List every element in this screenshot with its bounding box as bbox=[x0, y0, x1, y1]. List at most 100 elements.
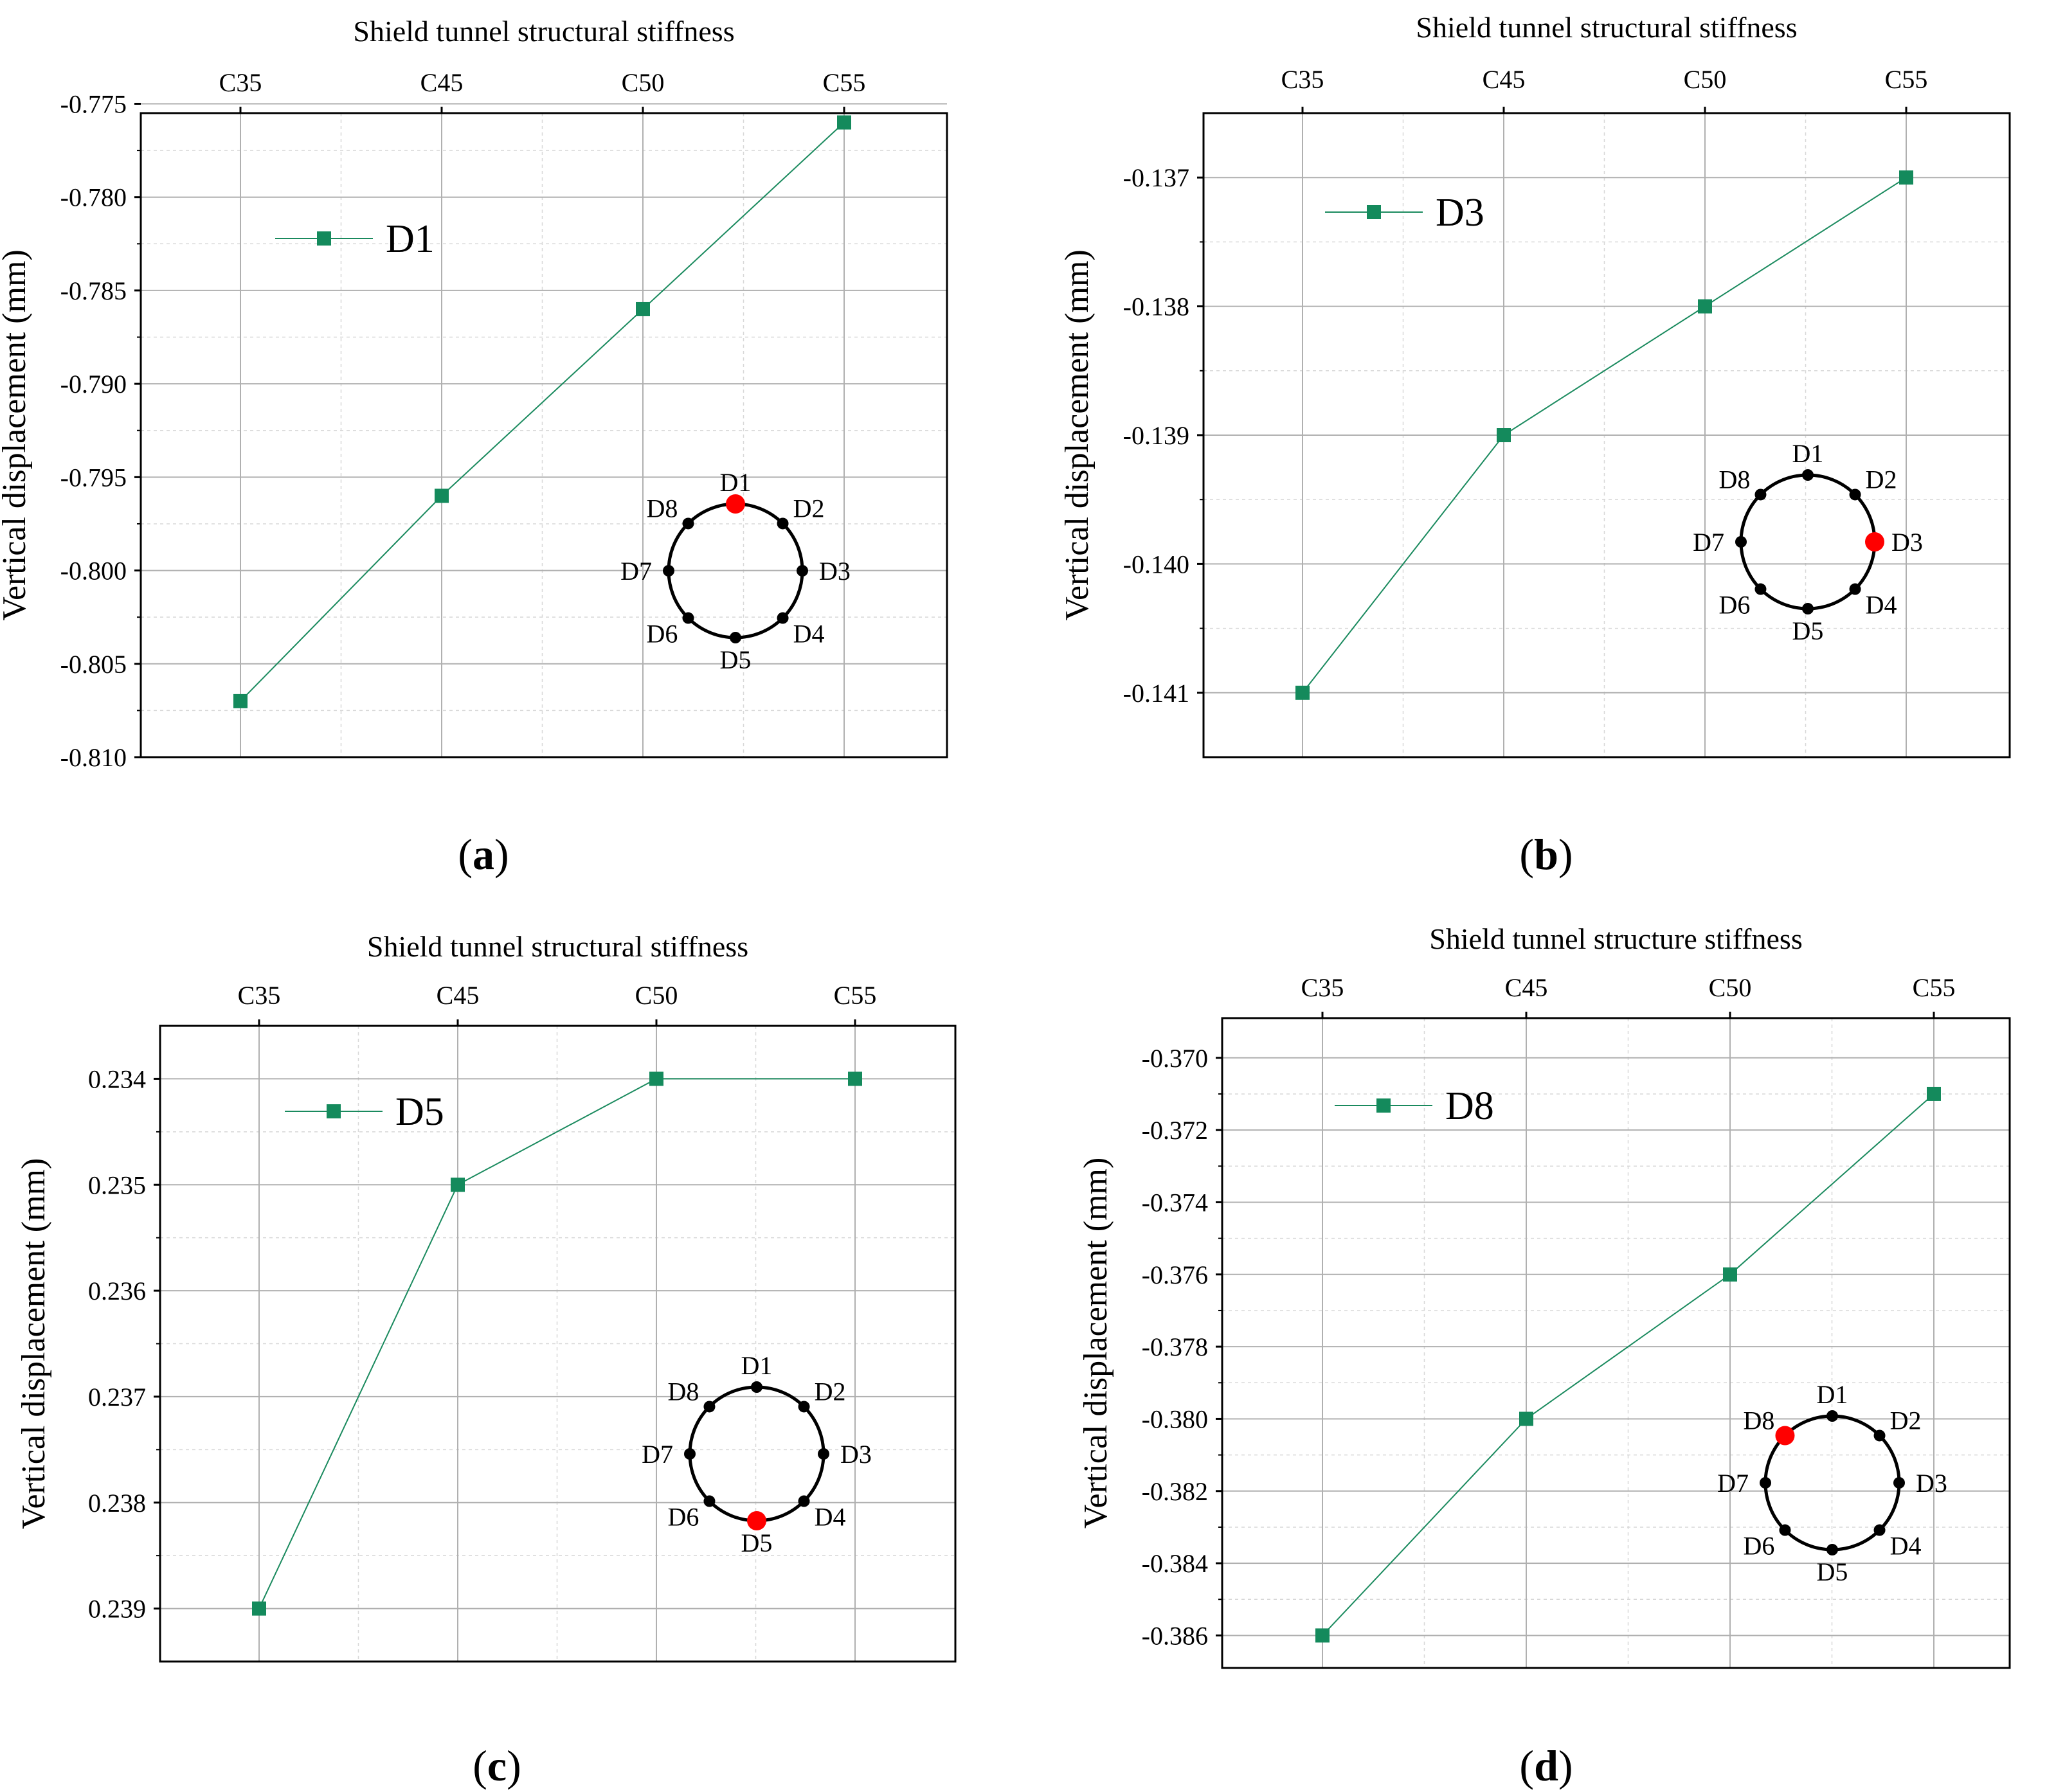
x-tick-label: C35 bbox=[238, 981, 281, 1010]
data-point bbox=[1497, 428, 1511, 442]
x-tick-label: C50 bbox=[635, 981, 678, 1010]
data-point bbox=[1295, 685, 1310, 700]
measuring-point-label: D4 bbox=[793, 620, 825, 649]
y-tick-label: -0.780 bbox=[60, 183, 127, 212]
data-point bbox=[848, 1071, 862, 1086]
x-tick-label: C35 bbox=[1301, 973, 1344, 1002]
x-tick-label: C50 bbox=[1684, 65, 1727, 94]
measuring-point-d3 bbox=[818, 1448, 829, 1460]
legend-marker bbox=[317, 231, 331, 246]
x-tick-label: C35 bbox=[1281, 65, 1324, 94]
y-tick-label: -0.382 bbox=[1142, 1477, 1208, 1506]
measuring-point-label: D2 bbox=[815, 1377, 846, 1406]
measuring-point-d6 bbox=[682, 612, 694, 624]
measuring-point-d8 bbox=[1754, 488, 1767, 501]
measuring-point-d4 bbox=[1873, 1524, 1886, 1536]
data-point bbox=[1698, 299, 1712, 314]
measuring-point-d2 bbox=[798, 1401, 810, 1413]
series-line bbox=[1322, 1093, 1934, 1636]
x-tick-label: C45 bbox=[1505, 973, 1548, 1002]
measuring-point-label: D1 bbox=[720, 468, 752, 497]
panel-label: (a) bbox=[458, 830, 509, 879]
measuring-point-label: D7 bbox=[1717, 1469, 1749, 1498]
y-tick-label: -0.380 bbox=[1142, 1404, 1208, 1433]
measuring-point-label: D5 bbox=[741, 1528, 773, 1557]
tunnel-inset: D1 D2 D3 D4 D5 D6 D7 D8 bbox=[620, 468, 851, 674]
tunnel-inset: D1 D2 D3 D4 D5 D6 D7 D8 bbox=[642, 1351, 872, 1557]
data-point bbox=[451, 1178, 465, 1192]
y-tick-label: 0.238 bbox=[88, 1489, 146, 1518]
chart-panel-a: -0.775 -0.780 -0.785 -0.790 -0.795 -0.800 -0.8… bbox=[0, 15, 948, 879]
x-tick-label: C45 bbox=[437, 981, 480, 1010]
x-tick-label: C45 bbox=[1483, 65, 1526, 94]
legend-marker bbox=[327, 1104, 341, 1118]
measuring-point-d7 bbox=[1760, 1477, 1771, 1489]
measuring-point-d5 bbox=[1826, 1544, 1838, 1555]
legend-label: D5 bbox=[395, 1090, 444, 1134]
data-point bbox=[649, 1071, 663, 1086]
y-tick-label: -0.370 bbox=[1142, 1044, 1208, 1073]
measuring-point-label: D6 bbox=[668, 1503, 699, 1532]
measuring-point-label: D8 bbox=[1719, 465, 1751, 494]
y-tick-label: -0.795 bbox=[60, 463, 127, 492]
measuring-point-label: D6 bbox=[647, 620, 678, 649]
y-tick-label: -0.374 bbox=[1142, 1188, 1208, 1217]
measuring-point-label: D6 bbox=[1719, 591, 1751, 620]
panel-label: (c) bbox=[473, 1741, 521, 1790]
x-tick-label: C55 bbox=[834, 981, 877, 1010]
chart-title: Shield tunnel structural stiffness bbox=[353, 15, 734, 48]
measuring-point-label: D2 bbox=[1890, 1406, 1922, 1435]
legend: D1 bbox=[275, 217, 435, 261]
x-tick-label: C50 bbox=[1709, 973, 1752, 1002]
measuring-point-d4 bbox=[1849, 583, 1861, 595]
legend-marker bbox=[1367, 205, 1381, 219]
tunnel-inset: D1 D2 D3 D4 D5 D6 D7 D8 bbox=[1693, 439, 1923, 645]
measuring-point-d2 bbox=[1873, 1429, 1886, 1442]
panel-label: (b) bbox=[1519, 830, 1573, 879]
measuring-point-label: D3 bbox=[840, 1440, 872, 1469]
tunnel-inset: D1 D2 D3 D4 D5 D6 D7 D8 bbox=[1717, 1380, 1947, 1586]
chart-panel-d: -0.370 -0.372 -0.374 -0.376 -0.378 -0.380 -0.3… bbox=[1078, 922, 2011, 1790]
panel-label: (d) bbox=[1519, 1741, 1573, 1790]
x-tick-label: C45 bbox=[420, 68, 464, 97]
x-tick-label: C55 bbox=[1885, 65, 1928, 94]
measuring-point-label: D8 bbox=[1744, 1406, 1775, 1435]
measuring-point-label: D2 bbox=[793, 494, 825, 523]
measuring-point-d3 bbox=[797, 565, 808, 577]
measuring-point-label: D6 bbox=[1744, 1532, 1775, 1561]
data-point bbox=[252, 1601, 266, 1616]
measuring-point-label: D8 bbox=[668, 1377, 699, 1406]
measuring-point-label: D4 bbox=[1890, 1532, 1922, 1561]
y-tick-label: -0.140 bbox=[1123, 550, 1189, 578]
chart-title: Shield tunnel structural stiffness bbox=[1416, 11, 1797, 44]
x-tick-label: C50 bbox=[622, 68, 665, 97]
legend: D8 bbox=[1335, 1084, 1494, 1128]
measuring-point-label: D7 bbox=[620, 557, 652, 586]
measuring-point-label: D8 bbox=[647, 494, 678, 523]
data-point bbox=[1899, 170, 1913, 185]
y-tick-label: -0.376 bbox=[1142, 1260, 1208, 1289]
y-axis-label: Vertical displacement (mm) bbox=[0, 249, 33, 621]
measuring-point-d7 bbox=[663, 565, 674, 577]
legend: D5 bbox=[285, 1090, 444, 1134]
legend-label: D3 bbox=[1436, 191, 1484, 235]
measuring-point-d8 bbox=[703, 1401, 716, 1413]
data-point bbox=[1723, 1267, 1737, 1282]
y-tick-label: -0.785 bbox=[60, 276, 127, 305]
y-tick-label: -0.790 bbox=[60, 370, 127, 399]
measuring-point-label: D3 bbox=[1916, 1469, 1947, 1498]
data-point bbox=[233, 694, 248, 708]
x-tick-label: C35 bbox=[219, 68, 262, 97]
data-point bbox=[636, 301, 650, 316]
y-tick-label: -0.372 bbox=[1142, 1116, 1208, 1145]
y-tick-label: -0.137 bbox=[1123, 163, 1189, 192]
measuring-point-label: D5 bbox=[1792, 616, 1824, 645]
measuring-point-label: D5 bbox=[1817, 1557, 1848, 1586]
plot-frame bbox=[140, 112, 948, 758]
measuring-point-d5 bbox=[730, 632, 741, 643]
measuring-point-d8 bbox=[682, 517, 694, 530]
y-tick-label: -0.800 bbox=[60, 557, 127, 586]
measuring-point-d3 bbox=[1865, 532, 1884, 551]
y-tick-label: 0.234 bbox=[88, 1064, 146, 1093]
